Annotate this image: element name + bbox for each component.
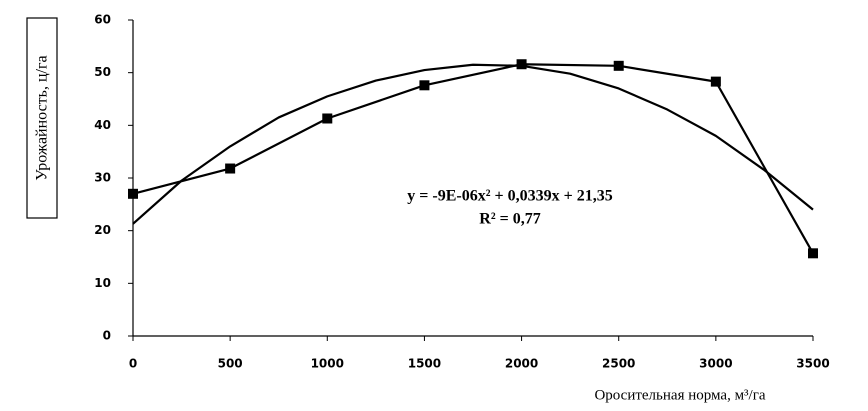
data-point	[613, 60, 624, 71]
y-tick-label: 40	[94, 118, 111, 132]
data-point	[225, 163, 236, 174]
y-tick-label: 30	[94, 171, 111, 185]
r-squared: R² = 0,77	[479, 211, 540, 228]
y-tick-label: 0	[103, 329, 111, 343]
series-line	[132, 63, 814, 225]
x-tick-label: 2500	[602, 357, 635, 371]
x-tick-label: 1000	[311, 357, 344, 371]
data-point	[710, 76, 721, 87]
x-tick-label: 3500	[796, 357, 829, 371]
x-tick-label: 2000	[505, 357, 538, 371]
y-label-box	[26, 17, 58, 219]
x-axis-label: Оросительная норма, м³/га	[594, 387, 765, 403]
y-tick-label: 60	[94, 13, 111, 27]
y-tick-label: 50	[94, 65, 111, 79]
data-point	[128, 188, 138, 199]
x-tick-label: 3000	[699, 357, 732, 371]
data-point	[419, 80, 430, 91]
data-point	[808, 248, 818, 259]
trend-equation: y = -9E-06x² + 0,0339x + 21,35	[407, 188, 612, 205]
x-tick-label: 0	[129, 357, 137, 371]
x-tick-label: 1500	[408, 357, 441, 371]
series-line	[132, 63, 814, 254]
y-tick-label: 20	[94, 223, 111, 237]
y-tick-label: 10	[94, 276, 111, 290]
y-axis-label: Урожайность, ц/га	[34, 55, 51, 180]
data-point	[322, 113, 333, 124]
data-point	[516, 59, 527, 70]
x-tick-label: 500	[218, 357, 243, 371]
